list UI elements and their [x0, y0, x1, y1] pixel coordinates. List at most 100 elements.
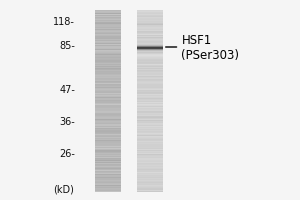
- Bar: [137, 119, 163, 120]
- Bar: [137, 161, 163, 162]
- Bar: [95, 166, 121, 167]
- Bar: [137, 145, 163, 146]
- Bar: [95, 186, 121, 187]
- Bar: [95, 50, 121, 51]
- Bar: [95, 128, 121, 129]
- Bar: [95, 51, 121, 52]
- Bar: [137, 136, 163, 137]
- Bar: [137, 171, 163, 172]
- Bar: [137, 47, 163, 48]
- Bar: [137, 56, 163, 57]
- Bar: [95, 15, 121, 16]
- Bar: [95, 174, 121, 175]
- Bar: [137, 176, 163, 177]
- Bar: [137, 188, 163, 189]
- Bar: [95, 127, 121, 128]
- Bar: [95, 62, 121, 63]
- Bar: [95, 46, 121, 47]
- Bar: [95, 34, 121, 35]
- Bar: [137, 118, 163, 119]
- Bar: [137, 162, 163, 163]
- Bar: [137, 120, 163, 121]
- Bar: [137, 61, 163, 62]
- Bar: [95, 104, 121, 105]
- Bar: [137, 88, 163, 89]
- Bar: [95, 151, 121, 152]
- Bar: [137, 34, 163, 35]
- Bar: [137, 78, 163, 79]
- Bar: [137, 55, 163, 56]
- Bar: [137, 38, 163, 39]
- Bar: [95, 47, 121, 48]
- Bar: [137, 103, 163, 104]
- Bar: [95, 125, 121, 126]
- Bar: [95, 109, 121, 110]
- Bar: [137, 178, 163, 179]
- Bar: [95, 157, 121, 158]
- Bar: [95, 75, 121, 76]
- Bar: [137, 191, 163, 192]
- Bar: [95, 27, 121, 28]
- Bar: [137, 84, 163, 85]
- Bar: [137, 164, 163, 165]
- Bar: [95, 190, 121, 191]
- Bar: [95, 168, 121, 169]
- Bar: [137, 30, 163, 31]
- Bar: [95, 83, 121, 84]
- Bar: [137, 71, 163, 72]
- Bar: [95, 80, 121, 81]
- Bar: [95, 86, 121, 87]
- Bar: [137, 13, 163, 14]
- Text: HSF1: HSF1: [182, 34, 212, 47]
- Bar: [95, 43, 121, 44]
- Bar: [95, 185, 121, 186]
- Bar: [137, 116, 163, 117]
- Bar: [137, 23, 163, 24]
- Bar: [137, 174, 163, 175]
- Bar: [137, 59, 163, 60]
- Bar: [95, 131, 121, 132]
- Bar: [137, 105, 163, 106]
- Bar: [95, 122, 121, 123]
- Bar: [137, 86, 163, 87]
- Bar: [95, 71, 121, 72]
- Bar: [137, 179, 163, 180]
- Bar: [95, 13, 121, 14]
- Bar: [137, 150, 163, 151]
- Bar: [95, 82, 121, 83]
- Bar: [95, 188, 121, 189]
- Bar: [137, 123, 163, 124]
- Bar: [95, 169, 121, 170]
- Text: 118-: 118-: [53, 17, 75, 27]
- Bar: [137, 19, 163, 20]
- Bar: [137, 138, 163, 139]
- Bar: [137, 177, 163, 178]
- Bar: [137, 24, 163, 25]
- Bar: [95, 112, 121, 113]
- Bar: [95, 113, 121, 114]
- Bar: [95, 115, 121, 116]
- Bar: [95, 134, 121, 135]
- Bar: [137, 167, 163, 168]
- Bar: [137, 52, 163, 53]
- Bar: [95, 84, 121, 85]
- Bar: [137, 141, 163, 142]
- Bar: [95, 121, 121, 122]
- Bar: [95, 87, 121, 88]
- Bar: [95, 38, 121, 39]
- Bar: [137, 144, 163, 145]
- Bar: [137, 137, 163, 138]
- Bar: [137, 97, 163, 98]
- Bar: [95, 65, 121, 66]
- Bar: [137, 115, 163, 116]
- Bar: [137, 54, 163, 55]
- Bar: [95, 78, 121, 79]
- Bar: [137, 77, 163, 78]
- Bar: [95, 133, 121, 134]
- Bar: [95, 183, 121, 184]
- Bar: [137, 40, 163, 41]
- Bar: [137, 146, 163, 147]
- Bar: [95, 179, 121, 180]
- Text: (PSer303): (PSer303): [182, 48, 239, 62]
- Bar: [137, 158, 163, 159]
